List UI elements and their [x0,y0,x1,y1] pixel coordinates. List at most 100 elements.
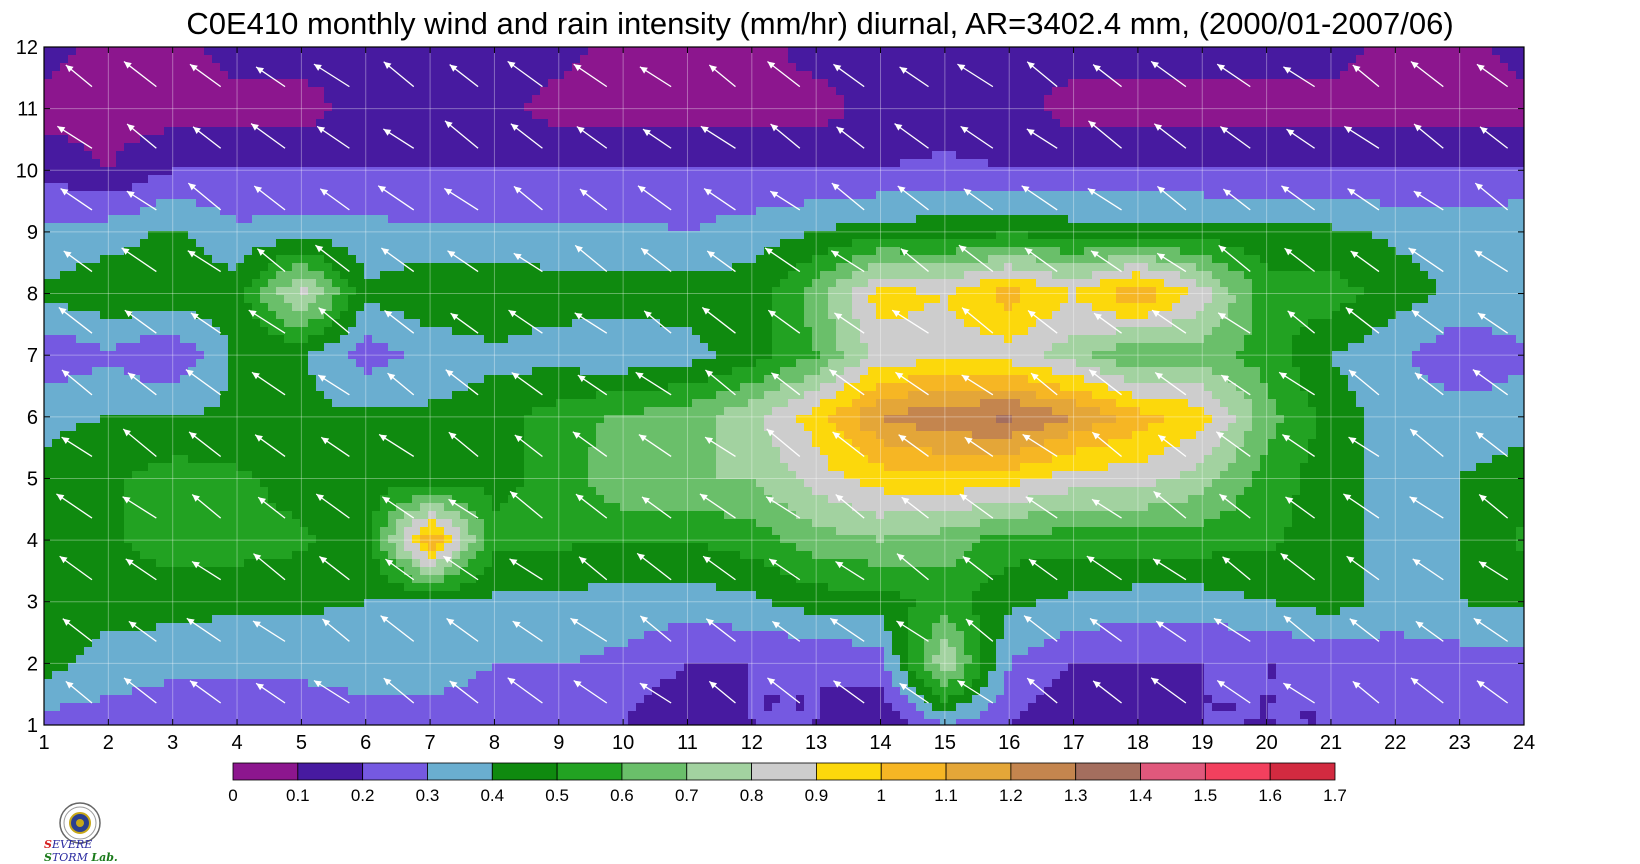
contour-cell [284,135,293,144]
contour-cell [220,111,229,120]
contour-cell [860,255,869,264]
contour-cell [1388,127,1397,136]
contour-cell [748,247,757,256]
contour-cell [668,127,677,136]
contour-cell [780,127,789,136]
contour-cell [1260,127,1269,136]
contour-cell [620,215,629,224]
contour-cell [68,255,77,264]
contour-cell [268,175,277,184]
contour-cell [140,79,149,88]
contour-cell [852,223,861,232]
contour-cell [916,255,925,264]
contour-cell [1180,47,1189,56]
contour-cell [820,135,829,144]
contour-cell [428,135,437,144]
contour-cell [988,191,997,200]
contour-cell [1172,135,1181,144]
contour-cell [524,175,533,184]
contour-cell [340,223,349,232]
contour-cell [740,191,749,200]
contour-cell [372,159,381,168]
contour-cell [1404,111,1413,120]
contour-cell [908,215,917,224]
contour-cell [396,151,405,160]
contour-cell [364,175,373,184]
contour-cell [804,231,813,240]
contour-cell [244,151,253,160]
contour-cell [660,159,669,168]
contour-cell [532,119,541,128]
contour-cell [948,175,957,184]
contour-cell [1372,223,1381,232]
contour-cell [220,87,229,96]
contour-cell [1252,87,1261,96]
contour-cell [620,151,629,160]
contour-cell [1372,127,1381,136]
contour-cell [1372,167,1381,176]
contour-cell [348,95,357,104]
contour-cell [132,215,141,224]
contour-cell [1156,103,1165,112]
contour-cell [996,111,1005,120]
contour-cell [1420,87,1429,96]
contour-cell [924,159,933,168]
contour-cell [1476,231,1485,240]
contour-cell [1076,239,1085,248]
contour-cell [44,167,53,176]
contour-cell [1164,239,1173,248]
contour-cell [660,71,669,80]
contour-cell [652,191,661,200]
contour-cell [244,159,253,168]
contour-cell [988,167,997,176]
contour-cell [396,175,405,184]
contour-cell [564,55,573,64]
contour-cell [916,167,925,176]
contour-cell [1164,215,1173,224]
contour-cell [860,55,869,64]
contour-cell [1276,247,1285,256]
contour-cell [1212,199,1221,208]
contour-cell [1028,87,1037,96]
contour-cell [972,239,981,248]
contour-cell [236,135,245,144]
contour-cell [1332,183,1341,192]
contour-cell [868,199,877,208]
contour-cell [596,103,605,112]
contour-cell [1004,111,1013,120]
contour-cell [1268,191,1277,200]
contour-cell [1220,223,1229,232]
contour-cell [1084,215,1093,224]
contour-cell [492,63,501,72]
contour-cell [612,127,621,136]
contour-cell [956,255,965,264]
contour-cell [932,63,941,72]
contour-cell [1084,159,1093,168]
contour-cell [364,223,373,232]
contour-cell [180,135,189,144]
contour-cell [548,79,557,88]
contour-cell [612,183,621,192]
contour-cell [700,71,709,80]
contour-cell [1028,191,1037,200]
contour-cell [1212,215,1221,224]
contour-cell [492,87,501,96]
contour-cell [420,223,429,232]
contour-cell [1476,71,1485,80]
contour-cell [596,215,605,224]
contour-cell [1164,159,1173,168]
contour-cell [1484,111,1493,120]
contour-cell [1436,159,1445,168]
contour-cell [244,175,253,184]
contour-cell [68,159,77,168]
contour-cell [612,231,621,240]
contour-cell [484,127,493,136]
contour-cell [284,103,293,112]
contour-cell [1436,199,1445,208]
contour-cell [484,231,493,240]
contour-cell [1324,223,1333,232]
contour-cell [932,159,941,168]
contour-cell [44,95,53,104]
contour-cell [1052,175,1061,184]
contour-cell [1212,151,1221,160]
